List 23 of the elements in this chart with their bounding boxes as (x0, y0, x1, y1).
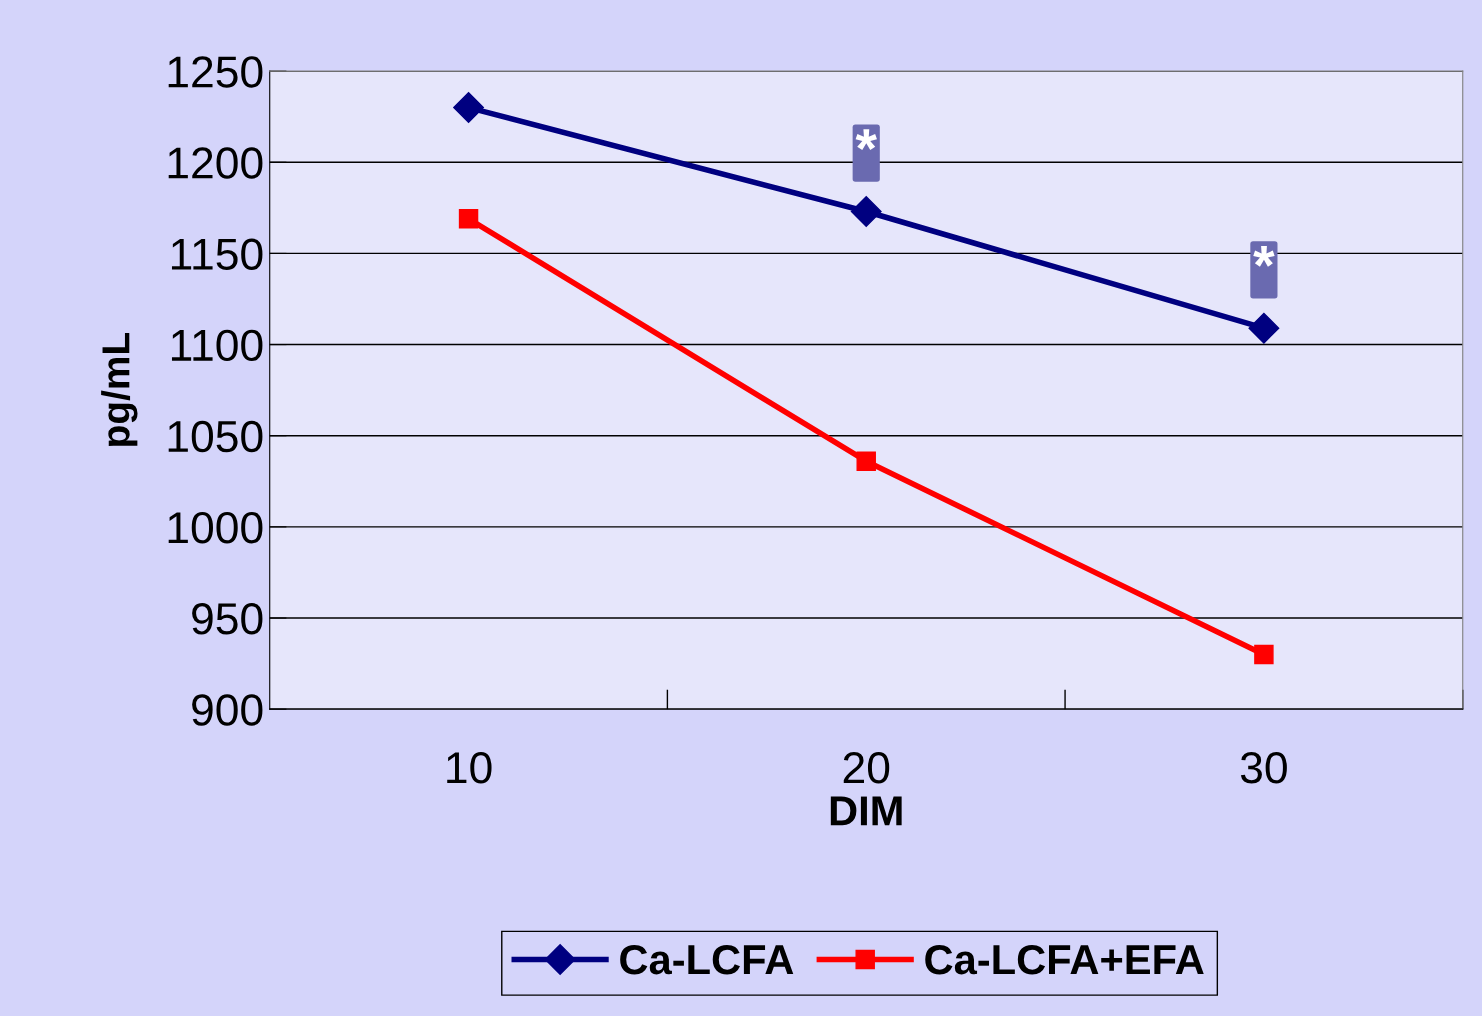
point (1254, 644, 1274, 665)
legend-label: Ca-LCFA (620, 944, 794, 975)
y-tick-label: 900 (192, 694, 263, 726)
x-axis-title: DIM (830, 796, 902, 826)
x-tick-label: 20 (843, 752, 890, 784)
point (850, 196, 882, 227)
x-tick-label: 30 (1240, 752, 1287, 784)
point (453, 92, 484, 124)
y-tick-label: 1200 (168, 147, 263, 179)
y-tick-label: 950 (192, 603, 263, 635)
legend-label: Ca-LCFA+EFA (925, 944, 1204, 975)
y-tick-label: 1150 (171, 238, 263, 270)
y-tick-label: 1000 (168, 511, 263, 544)
point (1248, 312, 1280, 344)
point (856, 451, 876, 471)
y-tick-label: 1050 (168, 420, 263, 453)
x-tick-label: 10 (447, 752, 492, 784)
point (458, 209, 479, 229)
y-axis-title: pg/mL (101, 333, 138, 446)
y-tick-label: 1250 (168, 56, 263, 88)
y-tick-label: 1100 (171, 329, 263, 362)
annotation: * (1253, 245, 1275, 267)
annotation: * (855, 129, 877, 150)
